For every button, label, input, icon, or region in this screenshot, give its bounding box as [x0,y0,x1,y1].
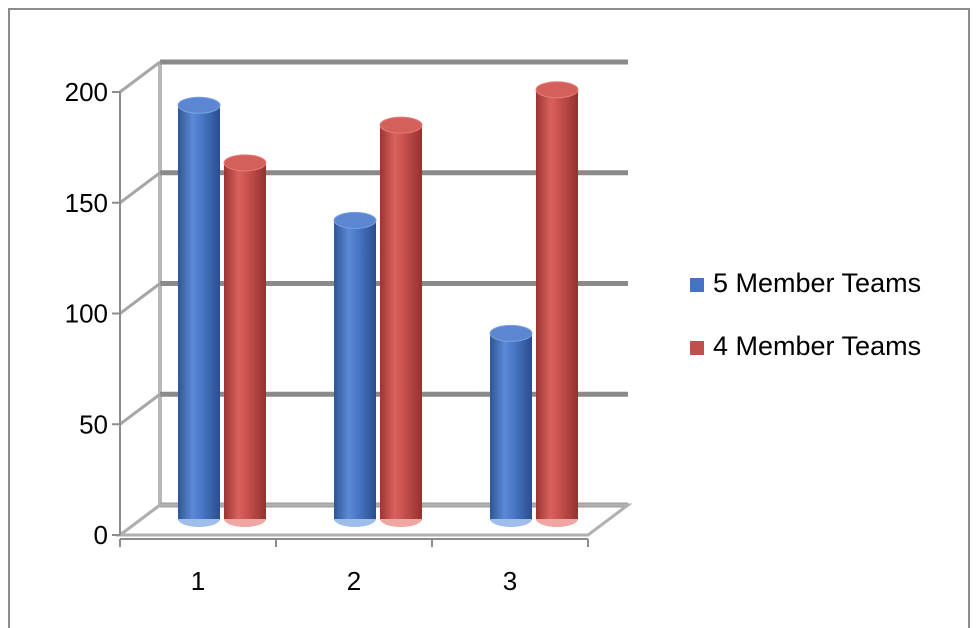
bar [489,324,533,527]
chart-frame [8,8,970,628]
gridline-diagonal [119,393,161,426]
y-tick-label: 0 [94,520,108,550]
gridline-diagonal [119,60,161,94]
bar-top [177,96,221,114]
bar [223,154,267,527]
gridline-diagonal [119,171,161,204]
bar-top [333,211,377,229]
bar-top [489,324,533,342]
x-tick-label: 1 [191,566,205,596]
axes: 0 50 100 150 200 1 2 3 [65,77,589,596]
bar-body [334,220,376,519]
bar [177,96,221,527]
y-tick-label: 50 [79,409,108,439]
bar-top [223,154,267,172]
legend-swatch [690,341,704,355]
x-tick-label: 2 [347,566,361,596]
bars [177,81,579,527]
bar [535,81,579,527]
bar-body [224,162,266,519]
bar-top [379,116,423,134]
bar-body [490,333,532,519]
legend: 5 Member Teams 4 Member Teams [690,268,921,361]
bar [333,211,377,527]
y-tick-label: 200 [65,77,108,107]
y-tick-label: 150 [65,188,108,218]
legend-label: 5 Member Teams [713,268,921,298]
legend-swatch [690,278,704,292]
gridline-diagonal [119,282,161,315]
x-tick-label: 3 [503,566,517,596]
bar [379,116,423,527]
bar-top [535,81,579,99]
bar-body [380,125,422,519]
bar-body [178,105,220,519]
bar-body [536,89,578,519]
y-tick-label: 100 [65,299,108,329]
floor [115,503,633,537]
legend-label: 4 Member Teams [713,331,921,361]
